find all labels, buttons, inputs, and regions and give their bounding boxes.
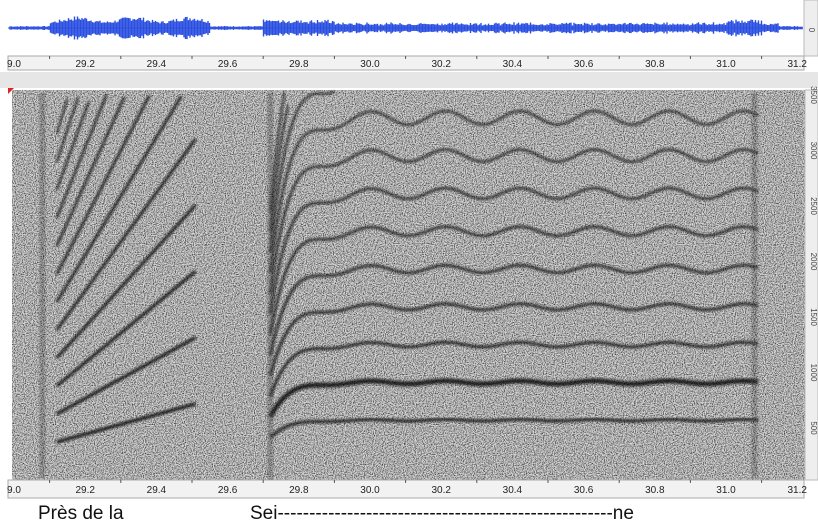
time-tick-label: 31.0: [716, 485, 736, 496]
waveform-trace: [9, 16, 803, 40]
time-tick-label: 30.0: [360, 485, 380, 496]
time-tick-label: 30.0: [360, 59, 380, 70]
time-tick-label: 30.2: [431, 485, 451, 496]
time-tick-label: 31.0: [716, 59, 736, 70]
lyric: Près de la: [38, 503, 124, 524]
time-tick-label: 29.8: [289, 59, 309, 70]
time-tick-label: 30.4: [503, 59, 523, 70]
time-tick-label: 30.6: [574, 485, 594, 496]
frequency-tick-label: 2500: [809, 197, 818, 215]
waveform-scale-label: 0: [807, 28, 816, 33]
time-tick-label: 29.4: [147, 59, 167, 70]
frequency-tick-label: 500: [809, 421, 818, 435]
time-tick-label: 30.2: [431, 59, 451, 70]
time-tick-label: 31.2: [787, 59, 807, 70]
frequency-tick-label: 1500: [809, 308, 818, 326]
frequency-tick-label: 1000: [809, 364, 818, 382]
time-tick-label: 29.2: [75, 59, 95, 70]
frequency-tick-label: 3500: [809, 86, 818, 104]
audio-editor: 0 9.0 9.0 29.2 29.2 29.4 29.4 29.6 29.6 29.8 29.8…: [0, 0, 818, 499]
time-tick-label: 31.2: [787, 485, 807, 496]
lyric: Sei-------------------------------------…: [250, 503, 634, 524]
time-tick-label: 9.0: [7, 59, 21, 70]
waveform: [9, 16, 803, 40]
time-tick-label: 29.6: [218, 485, 238, 496]
time-tick-label: 30.8: [645, 485, 665, 496]
frequency-scale: [804, 89, 818, 481]
spectrogram-noise: [12, 90, 805, 480]
frequency-tick-label: 3000: [809, 142, 818, 160]
time-tick-label: 29.8: [289, 485, 309, 496]
time-tick-label: 30.4: [503, 485, 523, 496]
time-tick-label: 30.6: [574, 59, 594, 70]
waveform-scale: [803, 0, 818, 57]
time-tick-label: 29.4: [147, 485, 167, 496]
frequency-tick-label: 2000: [809, 253, 818, 271]
time-tick-label: 29.2: [75, 485, 95, 496]
time-tick-label: 9.0: [7, 485, 21, 496]
time-tick-label: 29.6: [218, 59, 238, 70]
toolbar-strip: [0, 72, 818, 88]
marker: [8, 88, 14, 94]
time-tick-label: 30.8: [645, 59, 665, 70]
